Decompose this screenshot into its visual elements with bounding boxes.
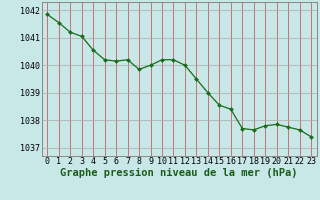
X-axis label: Graphe pression niveau de la mer (hPa): Graphe pression niveau de la mer (hPa) — [60, 168, 298, 178]
